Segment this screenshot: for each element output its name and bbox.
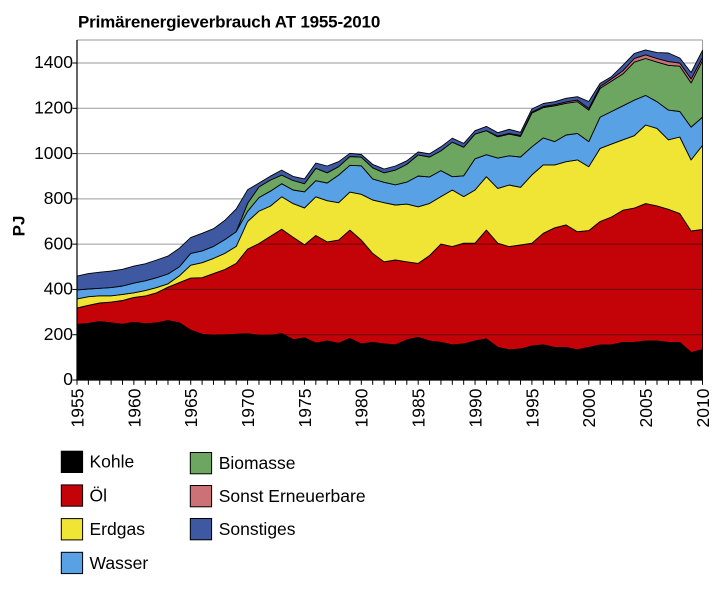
svg-text:2005: 2005 bbox=[636, 389, 656, 428]
svg-text:1000: 1000 bbox=[34, 143, 73, 163]
svg-text:PJ: PJ bbox=[10, 216, 29, 237]
svg-text:1980: 1980 bbox=[352, 388, 372, 427]
svg-text:2000: 2000 bbox=[579, 388, 599, 427]
svg-text:400: 400 bbox=[44, 279, 73, 299]
svg-text:1975: 1975 bbox=[295, 389, 315, 428]
svg-text:1965: 1965 bbox=[181, 389, 201, 428]
svg-text:1955: 1955 bbox=[67, 389, 87, 428]
svg-text:1970: 1970 bbox=[238, 388, 258, 427]
svg-text:0: 0 bbox=[63, 369, 73, 389]
svg-text:1985: 1985 bbox=[409, 389, 429, 428]
svg-text:Wasser: Wasser bbox=[90, 553, 149, 573]
svg-text:Kohle: Kohle bbox=[90, 452, 135, 472]
svg-text:1200: 1200 bbox=[34, 97, 73, 117]
svg-text:1995: 1995 bbox=[522, 389, 542, 428]
svg-text:1990: 1990 bbox=[465, 388, 485, 427]
svg-text:800: 800 bbox=[44, 188, 73, 208]
svg-text:Sonstiges: Sonstiges bbox=[219, 519, 296, 539]
svg-text:600: 600 bbox=[44, 233, 73, 253]
svg-text:Primärenergieverbrauch AT 1955: Primärenergieverbrauch AT 1955-2010 bbox=[78, 12, 380, 31]
svg-text:Erdgas: Erdgas bbox=[90, 519, 146, 539]
svg-text:Biomasse: Biomasse bbox=[219, 453, 296, 473]
svg-text:Sonst Erneuerbare: Sonst Erneuerbare bbox=[219, 486, 366, 506]
svg-text:Öl: Öl bbox=[90, 485, 108, 505]
svg-text:1400: 1400 bbox=[34, 52, 73, 72]
svg-text:1960: 1960 bbox=[124, 388, 144, 427]
svg-text:2010: 2010 bbox=[693, 388, 713, 427]
svg-text:200: 200 bbox=[44, 324, 73, 344]
